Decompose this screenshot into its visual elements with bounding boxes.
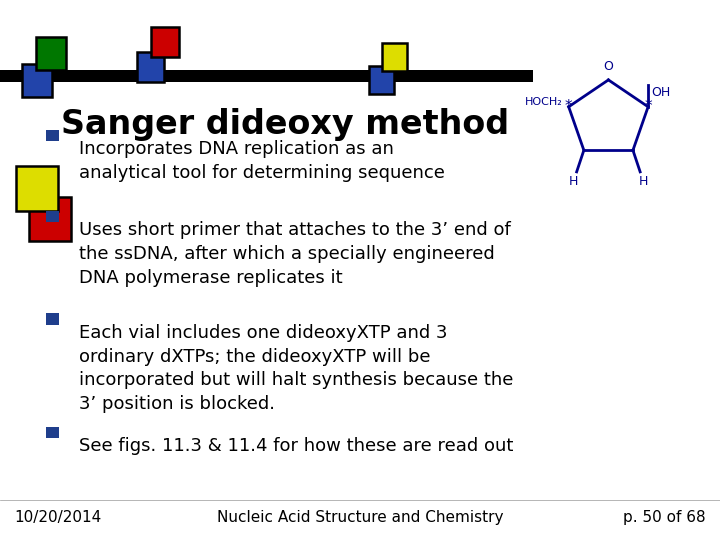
Text: O: O [603, 60, 613, 73]
Text: *: * [565, 99, 572, 114]
Bar [382, 43, 407, 71]
Bar [369, 66, 394, 94]
Bar [151, 27, 179, 57]
Bar [46, 130, 59, 141]
Bar [46, 313, 59, 325]
Text: Nucleic Acid Structure and Chemistry: Nucleic Acid Structure and Chemistry [217, 510, 503, 525]
Text: H: H [639, 174, 649, 187]
Text: Sanger dideoxy method: Sanger dideoxy method [61, 108, 509, 141]
Bar [137, 52, 164, 82]
Text: HOCH₂: HOCH₂ [525, 97, 563, 107]
Text: OH: OH [652, 86, 671, 99]
Bar [16, 166, 58, 211]
Text: H: H [568, 174, 577, 187]
Text: Incorporates DNA replication as an
analytical tool for determining sequence: Incorporates DNA replication as an analy… [79, 140, 445, 182]
Bar [46, 427, 59, 438]
Bar [36, 37, 66, 70]
Bar [46, 211, 59, 222]
Bar [29, 197, 71, 241]
Bar [22, 64, 52, 97]
Text: See figs. 11.3 & 11.4 for how these are read out: See figs. 11.3 & 11.4 for how these are … [79, 437, 513, 455]
Text: Each vial includes one dideoxyXTP and 3
ordinary dXTPs; the dideoxyXTP will be
i: Each vial includes one dideoxyXTP and 3 … [79, 324, 513, 413]
Text: Uses short primer that attaches to the 3’ end of
the ssDNA, after which a specia: Uses short primer that attaches to the 3… [79, 221, 511, 287]
Bar [0, 70, 533, 82]
Text: *: * [644, 99, 652, 114]
Text: p. 50 of 68: p. 50 of 68 [623, 510, 706, 525]
Text: 10/20/2014: 10/20/2014 [14, 510, 102, 525]
